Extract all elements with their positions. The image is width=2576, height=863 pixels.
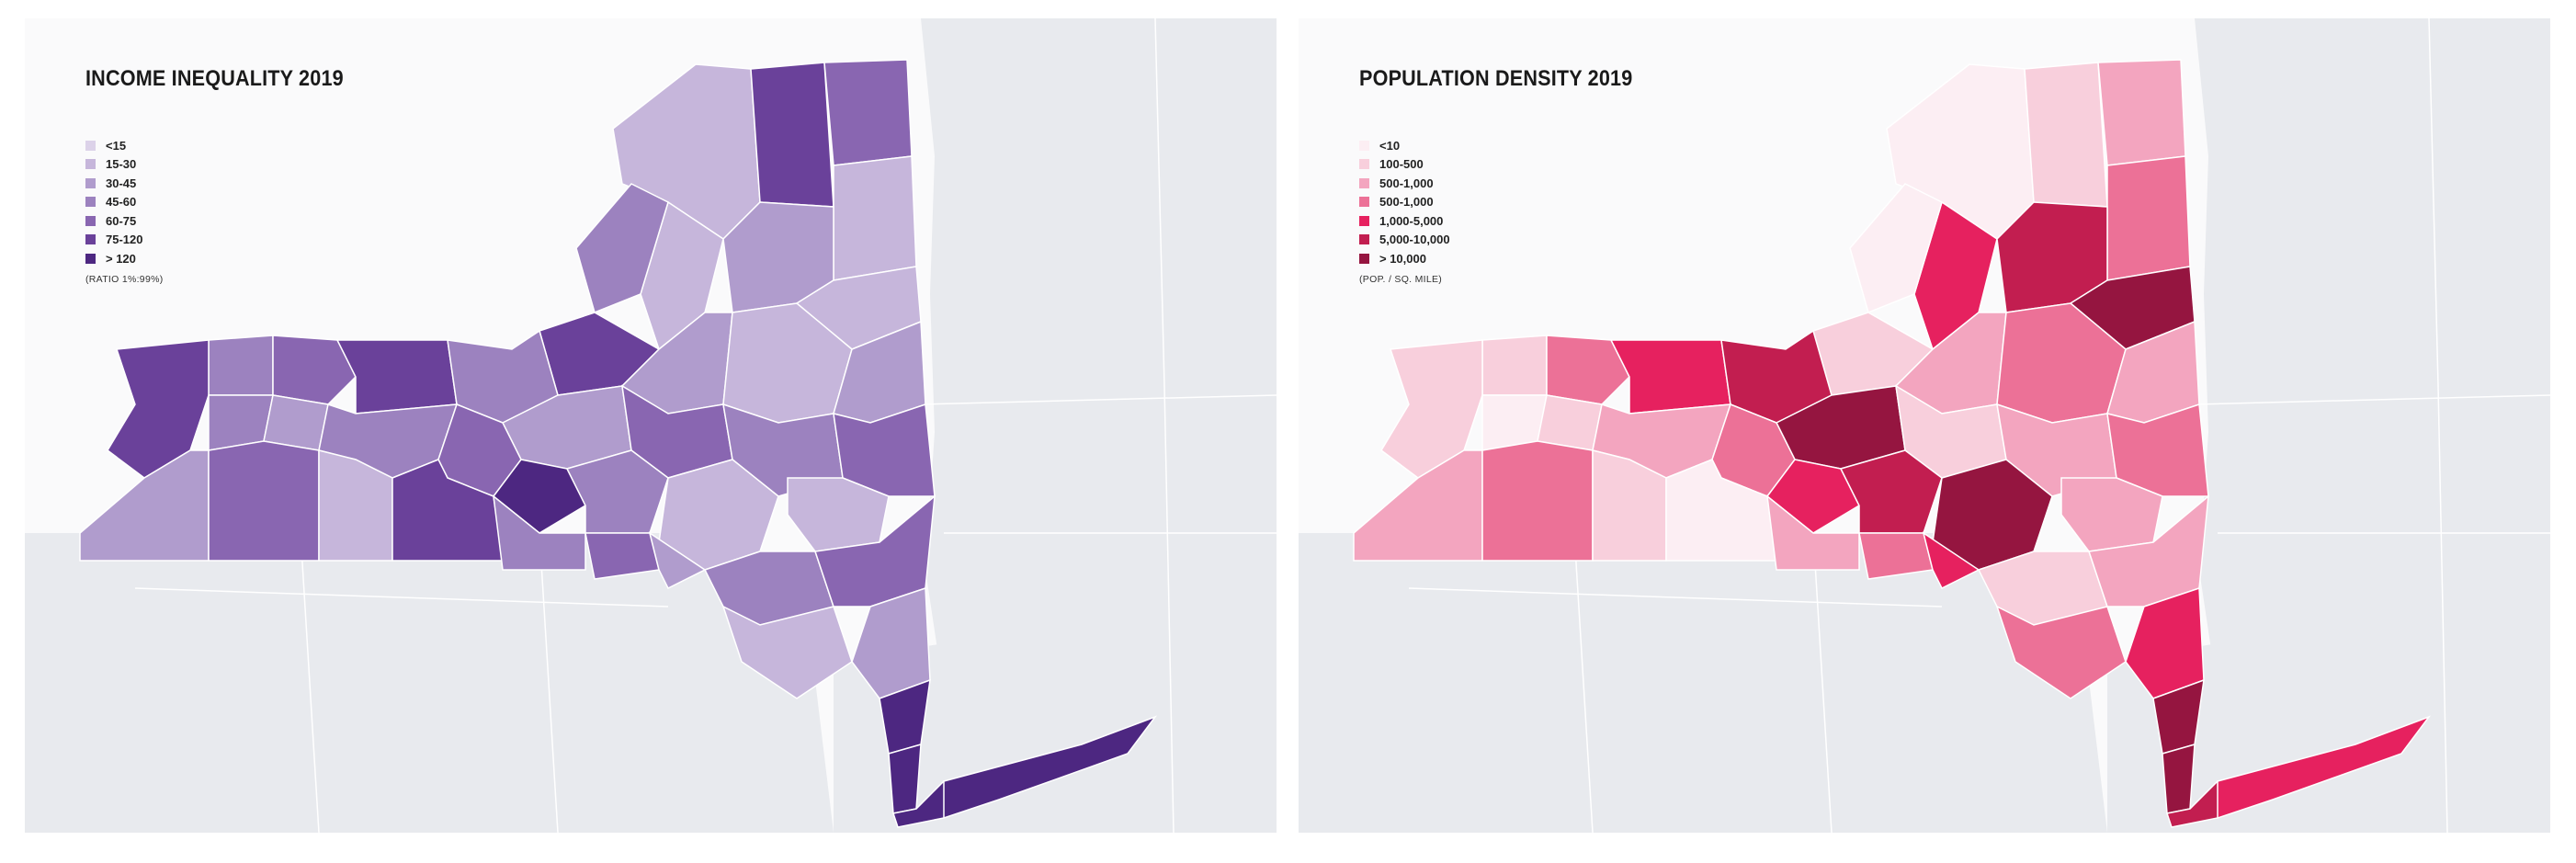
neighbor-region — [1299, 533, 2107, 833]
legend-rows: <10 100-500 500-1,000 500-1,000 1,000-5,000 5… — [1359, 136, 1450, 268]
county-region — [272, 335, 357, 405]
county-region — [888, 743, 922, 814]
legend-label: 60-75 — [106, 213, 137, 228]
legend-item: 500-1,000 — [1359, 193, 1450, 212]
legend-swatch — [85, 140, 96, 151]
legend-item: 500-1,000 — [1359, 174, 1450, 193]
county-region — [1481, 335, 1548, 396]
legend-label: 75-120 — [106, 233, 143, 247]
legend-swatch — [85, 215, 96, 226]
legend-label: 500-1,000 — [1379, 176, 1434, 190]
legend-label: <15 — [106, 138, 127, 153]
neighbor-boundary — [2194, 394, 2550, 405]
legend-swatch — [85, 234, 96, 245]
county-region — [648, 531, 707, 590]
legend-item: 100-500 — [1359, 155, 1450, 175]
map-title: INCOME INEQUALITY 2019 — [85, 66, 344, 91]
legend-item: 15-30 — [85, 155, 164, 175]
county-region — [493, 494, 586, 571]
legend-item: 5,000-10,000 — [1359, 231, 1450, 250]
legend-swatch — [85, 177, 96, 188]
map-legend: <15 15-30 30-45 45-60 60-75 75-120 > 120 (RATI… — [85, 136, 164, 285]
legend-rows: <15 15-30 30-45 45-60 60-75 75-120 > 120 — [85, 136, 164, 268]
legend-item: 30-45 — [85, 174, 164, 193]
legend-swatch — [85, 253, 96, 264]
county-region — [943, 715, 1158, 820]
county-region — [2024, 62, 2108, 208]
neighbor-boundary — [920, 394, 1277, 405]
neighbor-boundary — [1408, 587, 1943, 608]
legend-swatch — [1359, 159, 1369, 170]
neighbor-region — [921, 18, 1277, 833]
legend-swatch — [1359, 215, 1369, 226]
population-density-map-panel: POPULATION DENSITY 2019 <10 100-500 500-1,… — [1299, 18, 2550, 833]
legend-label: <10 — [1379, 138, 1401, 153]
neighbor-boundary — [2428, 18, 2448, 833]
density-map-svg — [1299, 18, 2550, 833]
county-region — [575, 183, 669, 314]
county-region — [1766, 494, 1860, 571]
map-legend: <10 100-500 500-1,000 500-1,000 1,000-5,000 5… — [1359, 136, 1450, 285]
legend-swatch — [1359, 197, 1369, 208]
legend-label: > 120 — [106, 251, 136, 266]
county-region — [1922, 531, 1980, 590]
income-map-svg — [25, 18, 1277, 833]
county-region — [750, 62, 834, 208]
legend-swatch — [85, 159, 96, 170]
legend-swatch — [1359, 177, 1369, 188]
legend-unit-note: (RATIO 1%:99%) — [85, 273, 164, 285]
county-region — [1481, 440, 1594, 562]
legend-item: <10 — [1359, 136, 1450, 155]
legend-label: 5,000-10,000 — [1379, 233, 1450, 247]
county-region — [2217, 715, 2432, 820]
legend-swatch — [1359, 140, 1369, 151]
legend-label: 30-45 — [106, 176, 137, 190]
legend-label: 15-30 — [106, 157, 137, 172]
legend-swatch — [1359, 253, 1369, 264]
neighbor-boundary — [134, 587, 669, 608]
legend-item: > 120 — [85, 249, 164, 268]
legend-label: 45-60 — [106, 195, 137, 210]
county-region — [2106, 155, 2191, 281]
county-region — [823, 59, 913, 166]
legend-swatch — [1359, 234, 1369, 245]
income-inequality-map-panel: INCOME INEQUALITY 2019 <15 15-30 30-45 45-6… — [25, 18, 1277, 833]
lake — [135, 18, 668, 248]
lake — [1409, 18, 1942, 248]
legend-item: 75-120 — [85, 231, 164, 250]
legend-unit-note: (POP. / SQ. MILE) — [1359, 273, 1443, 285]
legend-label: 500-1,000 — [1379, 195, 1434, 210]
neighbor-boundary — [300, 532, 320, 833]
legend-label: 1,000-5,000 — [1379, 213, 1444, 228]
legend-label: > 10,000 — [1379, 251, 1426, 266]
neighbor-boundary — [1573, 532, 1594, 833]
neighbor-region — [25, 533, 834, 833]
legend-item: 45-60 — [85, 193, 164, 212]
neighbor-boundary — [539, 532, 559, 833]
county-region — [2162, 743, 2196, 814]
county-region — [2097, 59, 2186, 166]
legend-item: <15 — [85, 136, 164, 155]
county-region — [208, 335, 274, 396]
neighbor-boundary — [1154, 18, 1175, 833]
legend-label: 100-500 — [1379, 157, 1424, 172]
legend-item: 60-75 — [85, 211, 164, 231]
neighbor-region — [2195, 18, 2550, 833]
legend-item: 1,000-5,000 — [1359, 211, 1450, 231]
legend-swatch — [85, 197, 96, 208]
county-region — [1609, 339, 1731, 414]
neighbor-boundary — [1812, 532, 1833, 833]
county-region — [833, 155, 917, 281]
county-region — [1849, 183, 1943, 314]
map-title: POPULATION DENSITY 2019 — [1359, 66, 1633, 91]
county-region — [1546, 335, 1630, 405]
county-region — [335, 339, 458, 414]
county-region — [208, 440, 320, 562]
legend-item: > 10,000 — [1359, 249, 1450, 268]
